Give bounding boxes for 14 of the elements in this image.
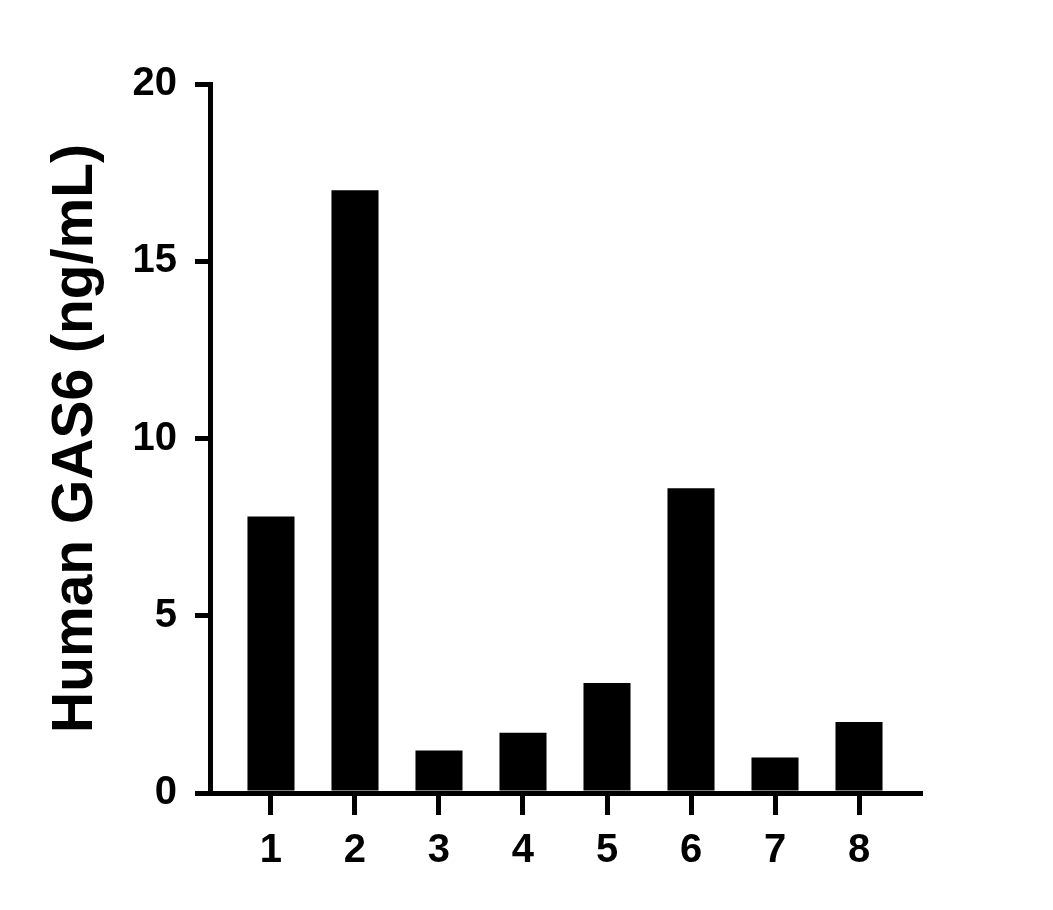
x-tick-label: 1: [259, 826, 283, 871]
x-tick-label: 3: [427, 826, 451, 871]
y-tick-label: 5: [154, 590, 177, 635]
y-axis-title: Human GAS6 (ng/mL): [39, 143, 104, 734]
x-tick-label: 8: [847, 826, 871, 871]
y-tick-label: 20: [132, 59, 177, 104]
y-tick-label: 0: [154, 768, 177, 813]
x-tick-label: 5: [595, 826, 619, 871]
x-tick-label: 6: [679, 826, 703, 871]
y-tick-label: 10: [132, 413, 177, 458]
y-tick-label: 15: [132, 236, 177, 281]
x-tick-label: 7: [763, 826, 787, 871]
x-tick-label: 2: [343, 826, 367, 871]
x-tick-label: 4: [511, 826, 535, 871]
